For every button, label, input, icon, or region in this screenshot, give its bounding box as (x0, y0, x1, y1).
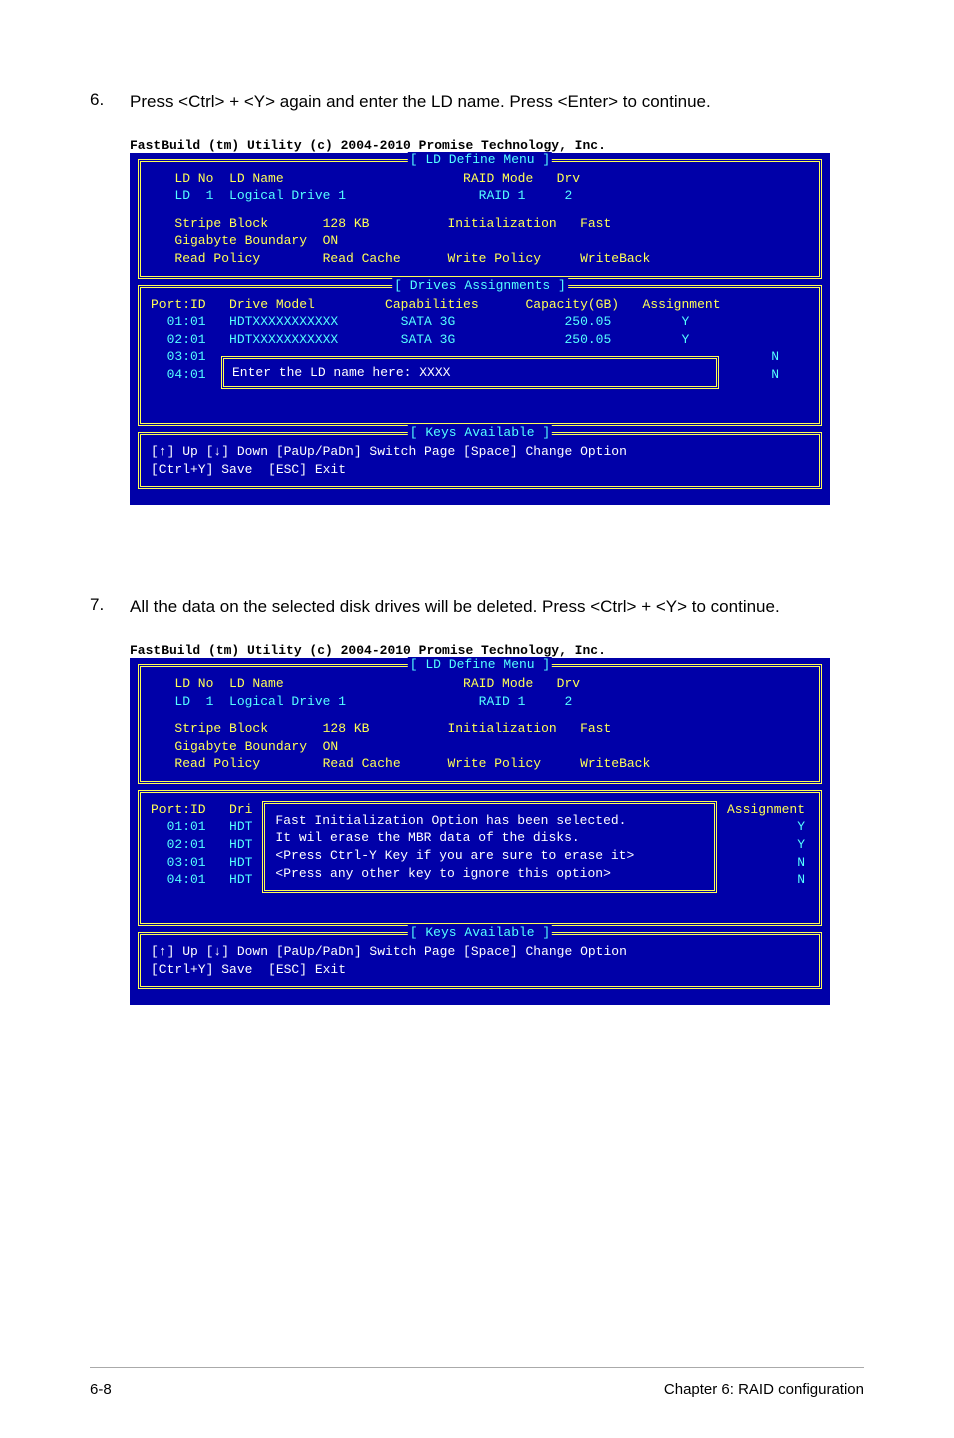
keys-box-2: [ Keys Available ] [↑] Up [↓] Down [PaUp… (138, 932, 822, 989)
drives2-r1-right: Y (727, 818, 805, 836)
drives-row-4-left: 04:01 (151, 366, 206, 384)
drives2-r4-right: N (727, 871, 805, 889)
ld-define-box: [ LD Define Menu ] LD No LD Name RAID Mo… (138, 159, 822, 279)
keys-title: [ Keys Available ] (408, 425, 552, 440)
ld-define-title-2: [ LD Define Menu ] (408, 657, 552, 672)
spacer (151, 205, 809, 215)
popup-line-3: <Press Ctrl-Y Key if you are sure to era… (275, 847, 704, 865)
terminal-1: [ LD Define Menu ] LD No LD Name RAID Mo… (130, 153, 830, 506)
footer-rule (90, 1367, 864, 1368)
drives-row-3-right: N (771, 348, 809, 366)
ld-define-title: [ LD Define Menu ] (408, 152, 552, 167)
keys-box: [ Keys Available ] [↑] Up [↓] Down [PaUp… (138, 432, 822, 489)
ld-header-row: LD No LD Name RAID Mode Drv (151, 170, 809, 188)
footer-page-number: 6-8 (90, 1381, 112, 1398)
drives-row-3-left: 03:01 (151, 348, 206, 366)
ld-define-box-2: [ LD Define Menu ] LD No LD Name RAID Mo… (138, 664, 822, 784)
drives2-r1-left: 01:01 HDT (151, 818, 252, 836)
ld-row-2: LD 1 Logical Drive 1 RAID 1 2 (151, 693, 809, 711)
step-7: 7. All the data on the selected disk dri… (90, 595, 864, 619)
cfg-row-3b: Read Policy Read Cache Write Policy Writ… (151, 755, 809, 773)
drives-box-2: Port:ID Dri 01:01 HDT 02:01 HDT 03:01 HD… (138, 790, 822, 926)
step-7-text: All the data on the selected disk drives… (130, 595, 864, 619)
drives-row-2: 02:01 HDTXXXXXXXXXXX SATA 3G 250.05 Y (151, 331, 809, 349)
drives-row-1: 01:01 HDTXXXXXXXXXXX SATA 3G 250.05 Y (151, 313, 809, 331)
drives2-r3-right: N (727, 854, 805, 872)
cfg-row-3: Read Policy Read Cache Write Policy Writ… (151, 250, 809, 268)
step-6-number: 6. (90, 90, 130, 114)
step-6: 6. Press <Ctrl> + <Y> again and enter th… (90, 90, 864, 114)
ld-row: LD 1 Logical Drive 1 RAID 1 2 (151, 187, 809, 205)
drives-title: [ Drives Assignments ] (392, 278, 568, 293)
keys-title-2: [ Keys Available ] (408, 925, 552, 940)
drives2-r2-left: 02:01 HDT (151, 836, 252, 854)
popup-line-1: Fast Initialization Option has been sele… (275, 812, 704, 830)
drives2-r2-right: Y (727, 836, 805, 854)
drives2-r3-left: 03:01 HDT (151, 854, 252, 872)
drives2-hdr-right: Assignment (727, 801, 805, 819)
confirm-popup: Fast Initialization Option has been sele… (262, 801, 717, 893)
page-footer: 6-8 Chapter 6: RAID configuration (90, 1381, 864, 1398)
keys-line-2: [Ctrl+Y] Save [ESC] Exit (151, 461, 809, 479)
step-7-number: 7. (90, 595, 130, 619)
cfg-row-1: Stripe Block 128 KB Initialization Fast (151, 215, 809, 233)
cfg-row-2: Gigabyte Boundary ON (151, 232, 809, 250)
terminal-2: [ LD Define Menu ] LD No LD Name RAID Mo… (130, 658, 830, 1005)
terminal-1-header: FastBuild (tm) Utility (c) 2004-2010 Pro… (130, 138, 864, 153)
drives-header: Port:ID Drive Model Capabilities Capacit… (151, 296, 809, 314)
keys-line-1b: [↑] Up [↓] Down [PaUp/PaDn] Switch Page … (151, 943, 809, 961)
drives2-hdr-left: Port:ID Dri (151, 801, 252, 819)
popup-line-4: <Press any other key to ignore this opti… (275, 865, 704, 883)
step-6-text: Press <Ctrl> + <Y> again and enter the L… (130, 90, 864, 114)
footer-chapter: Chapter 6: RAID configuration (664, 1381, 864, 1398)
keys-line-1: [↑] Up [↓] Down [PaUp/PaDn] Switch Page … (151, 443, 809, 461)
ld-name-prompt[interactable]: Enter the LD name here: XXXX (232, 365, 450, 380)
drives2-r4-left: 04:01 HDT (151, 871, 252, 889)
terminal-2-wrap: FastBuild (tm) Utility (c) 2004-2010 Pro… (90, 643, 864, 1005)
ld-name-input-box: Enter the LD name here: XXXX (221, 356, 719, 389)
cfg-row-1b: Stripe Block 128 KB Initialization Fast (151, 720, 809, 738)
terminal-1-wrap: FastBuild (tm) Utility (c) 2004-2010 Pro… (90, 138, 864, 506)
ld-header-row-2: LD No LD Name RAID Mode Drv (151, 675, 809, 693)
spacer-2 (151, 710, 809, 720)
keys-line-2b: [Ctrl+Y] Save [ESC] Exit (151, 961, 809, 979)
cfg-row-2b: Gigabyte Boundary ON (151, 738, 809, 756)
drives-row-4-right: N (771, 366, 809, 384)
popup-line-2: It wil erase the MBR data of the disks. (275, 829, 704, 847)
terminal-2-header: FastBuild (tm) Utility (c) 2004-2010 Pro… (130, 643, 864, 658)
drives-box: [ Drives Assignments ] Port:ID Drive Mod… (138, 285, 822, 427)
